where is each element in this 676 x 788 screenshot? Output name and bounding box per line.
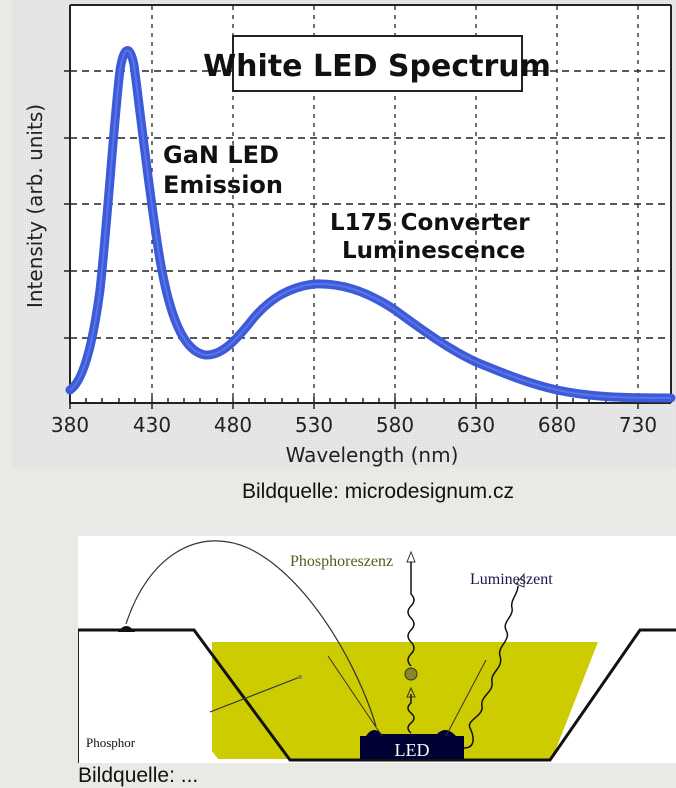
- x-tick-label: 430: [133, 413, 171, 437]
- x-tick-label: 580: [376, 413, 414, 437]
- phosphorescence-arrowhead: [406, 550, 416, 563]
- x-tick-label: 680: [538, 413, 576, 437]
- chart-title-box: [232, 35, 523, 92]
- luminescence-wave: [463, 585, 519, 749]
- chart-source-caption: Bildquelle: microdesignum.cz: [242, 480, 514, 503]
- spectrum-chart: White LED Spectrum GaN LED Emission L175…: [23, 4, 676, 467]
- x-tick-label: 380: [51, 413, 89, 437]
- luminescent-label: Lumineszent: [470, 571, 553, 588]
- phosphor-fill: [212, 642, 598, 759]
- y-axis-label: Intensity (arb. units): [23, 104, 47, 308]
- reflector-cup-outline: [78, 628, 676, 762]
- led-chip: [360, 729, 464, 759]
- x-axis-label: Wavelength (nm): [286, 443, 459, 467]
- y-axis-ticks: [64, 70, 70, 339]
- annotation-converter-line2: Luminescence: [342, 238, 525, 264]
- phosphorescence-wave: [407, 562, 415, 667]
- x-tick-label: 630: [457, 413, 495, 437]
- phosphor-pointer-line: [209, 676, 301, 713]
- phosphorescence-label: Phosphoreszenz: [290, 553, 393, 570]
- x-tick-label: 730: [619, 413, 657, 437]
- diagram-source-caption: Bildquelle: ...: [78, 764, 199, 787]
- x-axis-ticks: [69, 397, 655, 409]
- annotation-gan-line2: Emission: [163, 171, 283, 199]
- phosphor-particle-dot: [298, 675, 302, 679]
- bond-wire: [125, 540, 377, 727]
- spectrum-curve-highlight: [69, 49, 672, 399]
- led-phosphor-diagram: LED Phosphor Phosphoreszenz Lumineszent: [78, 536, 676, 763]
- luminescence-arrowhead: [515, 572, 525, 588]
- diagram-drawing: LED Phosphor Phosphoreszenz Lumineszent: [78, 540, 676, 763]
- excitation-wave: [407, 694, 415, 734]
- phosphor-particle: [404, 667, 418, 681]
- annotation-gan-line1: GaN LED: [163, 141, 279, 169]
- annotation-converter-line1: L175 Converter: [330, 210, 530, 236]
- blue-ray-right: [445, 659, 487, 737]
- led-label: LED: [395, 740, 430, 760]
- blue-ray-left: [327, 655, 383, 737]
- x-tick-labels: 380 430 480 530 580 630 680 730: [51, 413, 657, 437]
- chart-title: White LED Spectrum: [203, 49, 551, 84]
- x-tick-label: 530: [295, 413, 333, 437]
- bond-pad: [118, 626, 135, 632]
- phosphor-label: Phosphor: [86, 735, 136, 750]
- x-tick-label: 480: [214, 413, 252, 437]
- excitation-arrowhead: [406, 686, 416, 698]
